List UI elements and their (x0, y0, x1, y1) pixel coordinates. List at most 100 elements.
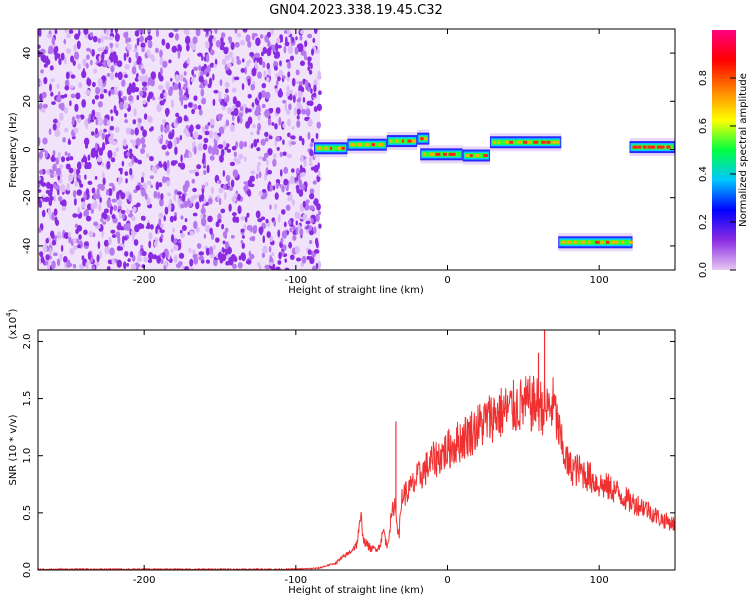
noise-speckle (50, 78, 55, 83)
noise-speckle (183, 71, 187, 76)
noise-speckle (139, 148, 146, 155)
noise-speckle (85, 89, 91, 95)
noise-speckle (307, 249, 312, 256)
track-peak (541, 140, 546, 144)
noise-speckle (231, 56, 235, 65)
noise-speckle (183, 115, 188, 122)
track-peak (378, 143, 383, 147)
noise-speckle (109, 207, 113, 215)
noise-speckle (170, 234, 175, 243)
noise-speckle (120, 209, 126, 214)
noise-speckle (262, 245, 268, 254)
noise-speckle (180, 154, 183, 163)
noise-speckle (60, 94, 66, 99)
noise-speckle (202, 143, 208, 151)
noise-speckle (223, 47, 229, 55)
noise-speckle (182, 77, 187, 83)
noise-speckle (169, 215, 174, 223)
noise-speckle (158, 218, 162, 226)
track-peak (527, 140, 531, 144)
noise-speckle (158, 75, 164, 82)
noise-speckle (77, 174, 81, 179)
noise-speckle (45, 237, 49, 244)
noise-speckle (59, 253, 63, 261)
noise-speckle (172, 227, 175, 233)
noise-speckle (298, 135, 303, 142)
noise-speckle (147, 115, 153, 123)
noise-speckle (58, 164, 64, 170)
noise-speckle (42, 137, 48, 145)
track-peak (371, 143, 375, 147)
noise-speckle (251, 32, 255, 41)
track-peak (483, 154, 488, 158)
noise-speckle (304, 79, 309, 88)
noise-speckle (130, 129, 135, 136)
noise-speckle (222, 169, 226, 177)
noise-speckle (241, 82, 245, 91)
noise-speckle (48, 128, 52, 135)
noise-speckle (73, 51, 80, 61)
noise-speckle (96, 156, 103, 163)
noise-speckle (105, 29, 110, 36)
noise-speckle (183, 83, 186, 91)
noise-speckle (314, 198, 319, 205)
spectrogram-x-tick-label: 100 (590, 275, 609, 286)
noise-speckle (207, 145, 213, 154)
noise-speckle (202, 213, 207, 219)
spectral-track (347, 135, 387, 154)
noise-speckle (63, 232, 70, 240)
noise-speckle (103, 128, 107, 133)
noise-speckle (255, 173, 259, 180)
track-peak (566, 240, 572, 244)
noise-speckle (215, 237, 220, 243)
noise-speckle (65, 163, 71, 170)
noise-speckle (151, 165, 157, 173)
noise-speckle (205, 53, 210, 63)
noise-speckle (168, 32, 174, 39)
noise-speckle (141, 81, 148, 87)
noise-speckle (318, 223, 322, 229)
noise-speckle (212, 73, 215, 81)
noise-speckle (312, 92, 317, 98)
noise-speckle (226, 62, 232, 68)
noise-speckle (294, 245, 300, 254)
noise-speckle (173, 194, 177, 202)
noise-speckle (75, 114, 81, 119)
noise-speckle (301, 108, 307, 115)
noise-speckle (262, 235, 266, 244)
noise-speckle (95, 86, 101, 95)
noise-speckle (203, 29, 208, 32)
noise-speckle (192, 212, 198, 217)
noise-speckle (244, 66, 247, 75)
noise-speckle (39, 93, 43, 102)
noise-speckle (299, 228, 304, 236)
noise-speckle (105, 136, 108, 146)
noise-speckle (60, 184, 66, 193)
noise-speckle (99, 196, 102, 204)
noise-speckle (310, 138, 315, 143)
noise-speckle (191, 69, 195, 76)
noise-speckle (274, 192, 279, 200)
noise-speckle (283, 166, 289, 174)
noise-speckle (110, 157, 116, 163)
noise-speckle (177, 162, 182, 168)
noise-speckle (44, 150, 48, 159)
noise-speckle (90, 113, 94, 123)
noise-speckle (64, 29, 68, 34)
noise-speckle (308, 100, 314, 107)
noise-speckle (196, 164, 202, 170)
noise-speckle (285, 91, 290, 97)
noise-speckle (60, 102, 65, 112)
track-peak (661, 145, 665, 149)
noise-speckle (115, 231, 121, 239)
noise-speckle (200, 70, 204, 77)
noise-speckle (86, 47, 91, 52)
noise-speckle (64, 79, 70, 88)
noise-speckle (266, 159, 269, 166)
noise-speckle (274, 123, 278, 130)
noise-speckle (109, 247, 115, 256)
noise-speckle (76, 169, 79, 177)
noise-speckle (137, 75, 141, 81)
noise-speckle (187, 198, 191, 206)
